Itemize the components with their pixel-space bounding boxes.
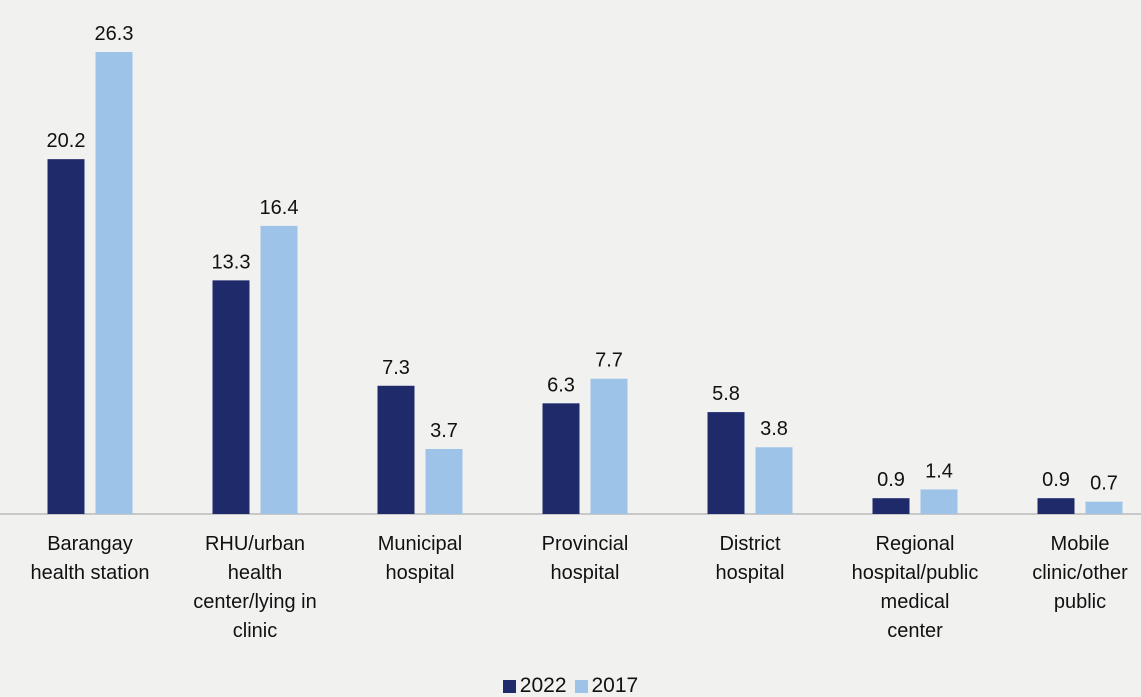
bar (590, 378, 628, 514)
bar (920, 489, 958, 514)
legend-item: 2022 (502, 674, 567, 697)
data-label: 0.9 (877, 469, 905, 491)
bar (212, 280, 250, 514)
bar (1037, 498, 1075, 514)
bar (425, 449, 463, 514)
x-tick-label: RHU/urban health center/lying in clinic (193, 533, 317, 642)
x-tick-label: Provincial hospital (541, 533, 629, 584)
legend-label: 2017 (591, 674, 639, 697)
legend-label: 2022 (519, 674, 567, 697)
data-label: 26.3 (95, 23, 134, 45)
x-tick-label: Barangay health station (30, 533, 150, 584)
data-label: 16.4 (260, 197, 299, 219)
legend-item: 2017 (574, 674, 639, 697)
x-tick-label: Mobile clinic/other public (1032, 533, 1128, 613)
legend: 2022 2017 (0, 674, 1141, 697)
x-tick-label: Regional hospital/public medical center (851, 533, 979, 642)
data-label: 13.3 (212, 251, 251, 273)
data-label: 3.7 (430, 420, 458, 442)
data-label: 6.3 (547, 374, 575, 396)
x-tick-label: District hospital (715, 533, 785, 584)
bar (755, 447, 793, 514)
bar (707, 412, 745, 514)
data-label: 0.9 (1042, 469, 1070, 491)
data-label: 1.4 (925, 460, 953, 482)
bar (377, 385, 415, 514)
bar (872, 498, 910, 514)
bar (260, 225, 298, 514)
bar (1085, 501, 1123, 514)
x-tick-label: Municipal hospital (377, 533, 463, 584)
data-label: 7.3 (382, 357, 410, 379)
data-label: 0.7 (1090, 473, 1118, 495)
data-label: 20.2 (47, 130, 86, 152)
bar (95, 52, 133, 514)
legend-swatch (574, 679, 588, 693)
legend-swatch (502, 679, 516, 693)
data-label: 7.7 (595, 350, 623, 372)
bar (47, 159, 85, 515)
data-label: 3.8 (760, 418, 788, 440)
bar (542, 403, 580, 514)
data-label: 5.8 (712, 383, 740, 405)
